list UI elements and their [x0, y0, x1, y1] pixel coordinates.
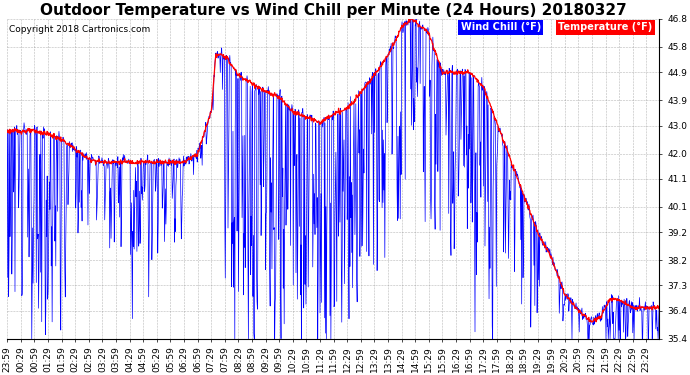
Text: Temperature (°F): Temperature (°F) — [558, 22, 653, 32]
Title: Outdoor Temperature vs Wind Chill per Minute (24 Hours) 20180327: Outdoor Temperature vs Wind Chill per Mi… — [40, 3, 627, 18]
Text: Copyright 2018 Cartronics.com: Copyright 2018 Cartronics.com — [8, 26, 150, 34]
Text: Wind Chill (°F): Wind Chill (°F) — [460, 22, 541, 32]
